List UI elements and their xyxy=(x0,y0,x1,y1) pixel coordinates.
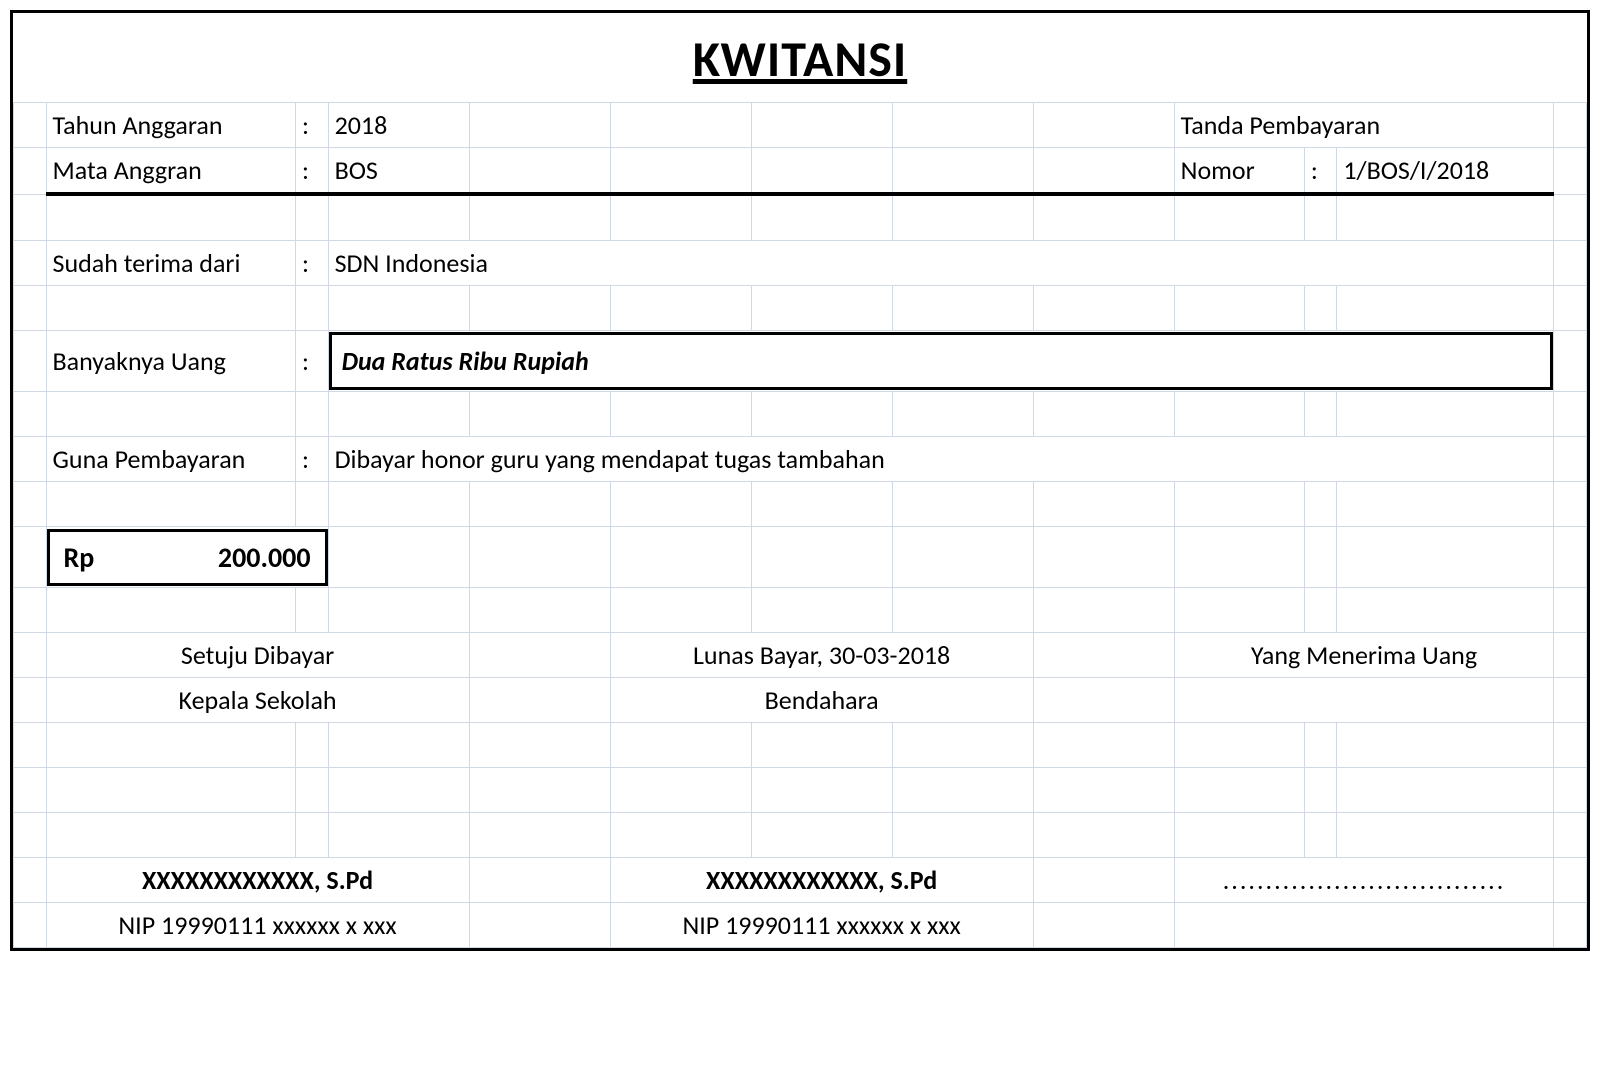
sig2-title: Lunas Bayar, 30-03-2018 xyxy=(610,633,1033,678)
label-banyak: Banyaknya Uang xyxy=(46,331,296,392)
label-guna: Guna Pembayaran xyxy=(46,437,296,482)
sig1-nip: NIP 19990111 xxxxxx x xxx xyxy=(46,903,469,948)
sig1-title: Setuju Dibayar xyxy=(46,633,469,678)
colon: : xyxy=(296,148,329,195)
label-terima: Sudah terima dari xyxy=(46,241,296,286)
row-mata: Mata Anggran : BOS Nomor : 1/BOS/I/2018 xyxy=(14,148,1587,195)
sig2-nip: NIP 19990111 xxxxxx x xxx xyxy=(610,903,1033,948)
sig3-title: Yang Menerima Uang xyxy=(1174,633,1554,678)
sig1-name: XXXXXXXXXXXX, S.Pd xyxy=(46,858,469,903)
row-tahun: Tahun Anggaran : 2018 Tanda Pembayaran xyxy=(14,103,1587,148)
amount-value: 200.000 xyxy=(218,540,311,575)
row-banyak: Banyaknya Uang : Dua Ratus Ribu Rupiah xyxy=(14,331,1587,392)
amount-words-box: Dua Ratus Ribu Rupiah xyxy=(329,332,1554,390)
row-sig-nip: NIP 19990111 xxxxxx x xxx NIP 19990111 x… xyxy=(14,903,1587,948)
colon: : xyxy=(296,241,329,286)
value-terima: SDN Indonesia xyxy=(328,241,1554,286)
row-rp: Rp 200.000 xyxy=(14,527,1587,588)
row-sig-title: Setuju Dibayar Lunas Bayar, 30-03-2018 Y… xyxy=(14,633,1587,678)
colon: : xyxy=(296,437,329,482)
colon: : xyxy=(296,103,329,148)
currency-label: Rp xyxy=(64,540,95,575)
sig3-dots: ................................. xyxy=(1174,858,1554,903)
amount-numeric-box: Rp 200.000 xyxy=(47,529,328,586)
sig1-role: Kepala Sekolah xyxy=(46,678,469,723)
label-tahun: Tahun Anggaran xyxy=(46,103,296,148)
label-nomor: Nomor xyxy=(1174,148,1304,195)
row-sig-role: Kepala Sekolah Bendahara xyxy=(14,678,1587,723)
row-guna: Guna Pembayaran : Dibayar honor guru yan… xyxy=(14,437,1587,482)
label-tanda: Tanda Pembayaran xyxy=(1174,103,1554,148)
row-terima: Sudah terima dari : SDN Indonesia xyxy=(14,241,1587,286)
value-tahun: 2018 xyxy=(328,103,469,148)
document-title: KWITANSI xyxy=(13,13,1587,102)
receipt-table: Tahun Anggaran : 2018 Tanda Pembayaran M… xyxy=(13,102,1587,948)
value-guna: Dibayar honor guru yang mendapat tugas t… xyxy=(328,437,1554,482)
sig2-name: XXXXXXXXXXXX, S.Pd xyxy=(610,858,1033,903)
label-mata: Mata Anggran xyxy=(46,148,296,195)
value-nomor: 1/BOS/I/2018 xyxy=(1337,148,1554,195)
row-sig-names: XXXXXXXXXXXX, S.Pd XXXXXXXXXXXX, S.Pd ..… xyxy=(14,858,1587,903)
sig2-role: Bendahara xyxy=(610,678,1033,723)
colon: : xyxy=(296,331,329,392)
value-mata: BOS xyxy=(328,148,469,195)
colon: : xyxy=(1304,148,1337,195)
